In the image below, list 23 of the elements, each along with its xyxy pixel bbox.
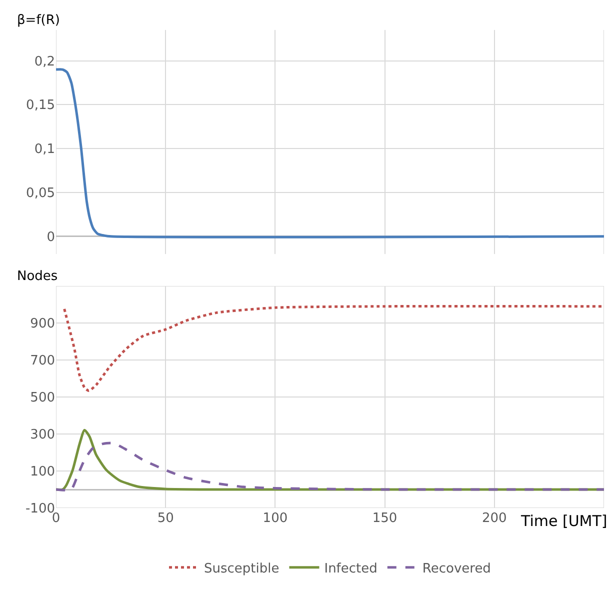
legend-label: Recovered [422,561,491,576]
y-tick-label: 100 [30,464,55,480]
y-tick-label: 500 [30,390,55,406]
line-series [56,68,604,238]
legend-label: Susceptible [204,561,280,576]
y-tick-label: 700 [30,354,55,369]
y-tick-label: 0,05 [26,186,55,202]
x-axis-title: Time [UMT] [520,512,608,530]
line-series [56,442,604,492]
y-tick-label: 0,1 [34,142,55,158]
y-axis-title: β=f(R) [17,13,60,28]
line-series [63,304,604,392]
y-tick-label: 900 [30,316,55,332]
x-tick-label: 200 [482,511,507,526]
x-tick-label: 150 [372,511,398,526]
x-tick-label: 100 [262,511,288,526]
y-axis-title: Nodes [17,269,58,284]
y-tick-label: 0 [46,230,55,245]
y-tick-label: 300 [30,428,55,443]
x-tick-label: 50 [157,511,174,526]
y-tick-label: 0,2 [34,54,55,70]
legend-label: Infected [324,561,378,576]
y-tick-label: 0,15 [26,98,55,114]
